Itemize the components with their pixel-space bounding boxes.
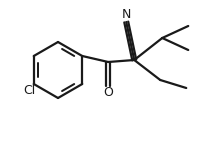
Text: O: O [103,87,113,99]
Text: Cl: Cl [24,84,36,98]
Text: N: N [122,8,131,21]
